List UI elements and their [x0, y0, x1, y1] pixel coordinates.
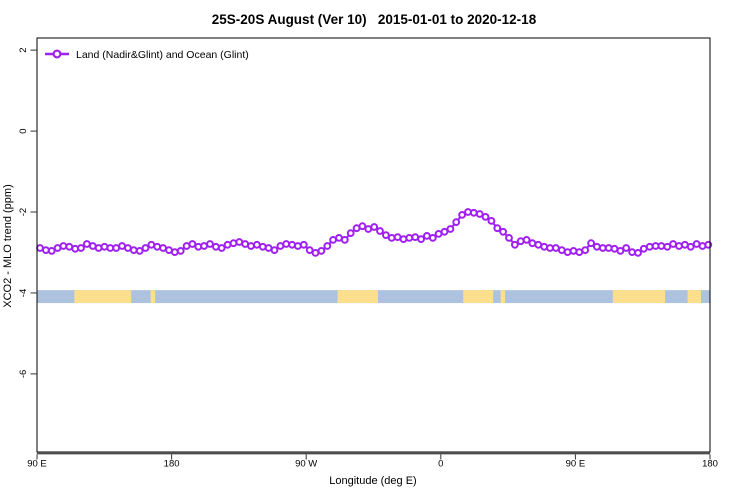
- world-map-strip: [37, 290, 710, 304]
- data-point: [487, 217, 496, 225]
- map-strip-land: [612, 290, 666, 304]
- map-strip-land: [337, 290, 378, 304]
- data-point: [499, 227, 508, 236]
- data-point: [511, 240, 519, 249]
- data-point: [376, 227, 384, 235]
- data-point: [270, 246, 279, 255]
- map-strip-land: [463, 290, 494, 304]
- data-point: [446, 225, 455, 233]
- data-point: [323, 242, 332, 250]
- data-point: [206, 240, 214, 248]
- data-point: [135, 247, 144, 255]
- x-tick-label: 90 W: [295, 459, 317, 470]
- map-strip-land: [150, 290, 156, 304]
- y-tick-label: -2: [18, 208, 29, 216]
- data-point: [440, 227, 449, 236]
- map-strip-land: [500, 290, 506, 304]
- data-point: [305, 246, 314, 255]
- x-tick-label: 90 E: [27, 459, 47, 470]
- legend: Land (Nadir&Glint) and Ocean (Glint): [45, 49, 249, 61]
- data-point: [686, 242, 695, 251]
- data-point: [516, 237, 525, 246]
- data-point: [370, 223, 379, 231]
- legend-marker-icon: [52, 49, 62, 59]
- x-tick-label: 180: [702, 459, 718, 470]
- data-point: [340, 236, 349, 244]
- data-point: [358, 222, 367, 231]
- data-point: [188, 240, 197, 248]
- y-tick-label: -4: [18, 289, 29, 297]
- data-point: [428, 234, 437, 242]
- data-point: [645, 242, 654, 251]
- data-point: [475, 210, 484, 218]
- x-tick-label: 0: [438, 459, 443, 470]
- data-point: [493, 224, 502, 233]
- data-point: [663, 242, 672, 251]
- data-point: [176, 247, 185, 255]
- data-series-layer: [36, 208, 713, 257]
- data-point: [452, 218, 461, 227]
- data-point: [94, 244, 103, 252]
- data-point: [299, 240, 308, 249]
- data-point: [217, 244, 226, 252]
- data-point: [505, 234, 513, 242]
- data-point: [481, 213, 490, 221]
- data-point: [628, 248, 636, 257]
- data-point: [657, 242, 666, 250]
- data-point: [387, 234, 396, 242]
- data-point: [282, 240, 291, 248]
- data-point: [346, 229, 355, 238]
- map-strip-land: [74, 290, 132, 304]
- data-point: [47, 247, 56, 255]
- legend-label: Land (Nadir&Glint) and Ocean (Glint): [76, 49, 249, 61]
- data-point: [563, 248, 572, 257]
- data-point: [622, 244, 631, 252]
- x-axis-title: Longitude (deg E): [329, 475, 416, 487]
- data-point: [59, 242, 68, 250]
- data-point: [634, 249, 642, 257]
- x-tick-label: 90 E: [566, 459, 586, 470]
- data-point: [129, 246, 138, 255]
- data-point: [317, 247, 326, 255]
- data-point: [417, 235, 426, 244]
- data-point: [77, 244, 85, 252]
- data-point: [675, 242, 683, 250]
- data-point: [593, 242, 601, 251]
- data-point: [458, 211, 467, 219]
- data-point: [469, 208, 478, 217]
- data-point: [247, 242, 255, 250]
- map-strip-land: [687, 290, 702, 304]
- data-point: [405, 234, 414, 242]
- y-tick-label: 2: [18, 47, 29, 52]
- data-point: [587, 239, 595, 248]
- axis-ticks-layer: 90 E 180 90 W 0 90 E 180 2 0 -2 -4 -6: [18, 47, 718, 469]
- x-tick-label: 180: [164, 459, 180, 470]
- data-point: [153, 242, 162, 251]
- y-tick-label: -6: [18, 370, 29, 378]
- data-point: [294, 242, 302, 250]
- data-point: [382, 231, 390, 240]
- data-point: [581, 246, 590, 255]
- data-point: [141, 244, 150, 252]
- data-point: [522, 236, 531, 244]
- y-axis-title: XCO2 - MLO trend (ppm): [2, 184, 14, 307]
- data-point: [616, 247, 625, 255]
- y-tick-label: 0: [18, 128, 29, 133]
- chart-title: 25S-20S August (Ver 10) 2015-01-01 to 20…: [212, 12, 537, 27]
- data-point: [170, 248, 179, 257]
